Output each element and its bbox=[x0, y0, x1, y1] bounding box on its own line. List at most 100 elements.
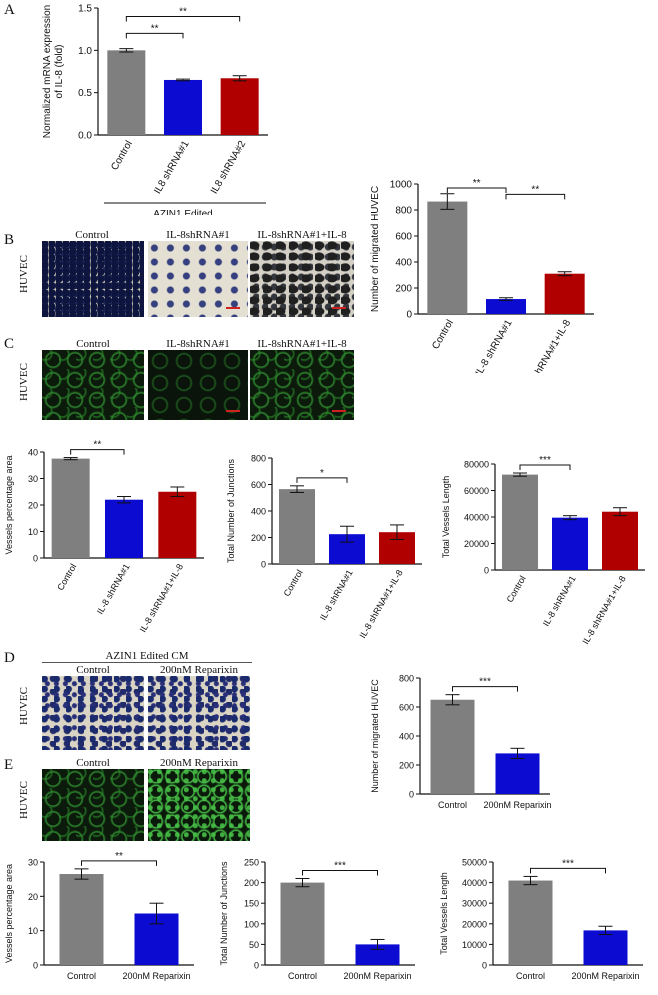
y-tick-label: 40000 bbox=[462, 878, 487, 888]
micrograph-c-il8-shrna1 bbox=[148, 350, 248, 420]
y-tick-label: 30000 bbox=[462, 899, 487, 909]
y-tick-label: 400 bbox=[251, 507, 266, 517]
panel-letter-a: A bbox=[4, 2, 15, 18]
micro-d-label-control: Control bbox=[76, 664, 110, 676]
bar bbox=[495, 753, 540, 794]
y-tick-label: 800 bbox=[251, 454, 266, 464]
y-tick-label: 250 bbox=[244, 858, 259, 868]
y-tick-label: 40000 bbox=[464, 513, 489, 523]
y-axis-label: Total Number of Junctions bbox=[219, 861, 229, 966]
micro-b-label-shrna: IL-8shRNA#1 bbox=[166, 229, 230, 241]
x-tick-label: Control bbox=[109, 139, 135, 172]
significance-label: ** bbox=[473, 178, 481, 189]
bar bbox=[107, 50, 146, 136]
bar bbox=[544, 273, 585, 314]
micrograph-b-control bbox=[42, 241, 144, 317]
x-tick-label: Control bbox=[430, 318, 456, 351]
y-axis-label: Vessels percentage area bbox=[4, 864, 14, 963]
x-tick-label: IL-8 shRNA#1 bbox=[474, 318, 515, 373]
y-tick-label: 10000 bbox=[462, 940, 487, 950]
significance-label: ** bbox=[93, 440, 101, 451]
x-tick-label: IL-8 shRNA#1 bbox=[95, 562, 132, 616]
y-tick-label: 400 bbox=[395, 258, 412, 269]
y-tick-label: 0 bbox=[33, 961, 38, 971]
bar bbox=[164, 79, 202, 135]
significance-label: * bbox=[320, 468, 324, 479]
y-tick-label: 1.5 bbox=[78, 4, 92, 15]
x-tick-label: IL-8 shRNA#1 bbox=[541, 574, 578, 628]
micrograph-d-reparixin bbox=[148, 676, 250, 750]
y-tick-label: 200 bbox=[251, 533, 266, 543]
bar bbox=[59, 874, 104, 965]
y-tick-label: 10 bbox=[28, 527, 38, 537]
y-tick-label: 800 bbox=[399, 674, 414, 684]
y-tick-label: 600 bbox=[399, 703, 414, 713]
significance-bracket bbox=[505, 193, 566, 200]
micro-d-row-label: HUVEC bbox=[18, 687, 30, 725]
bar bbox=[51, 458, 90, 558]
y-tick-label: 80000 bbox=[464, 460, 489, 470]
chart-c3-vessels-length: 0 20000 40000 60000 80000 Total Vessels Lengt… bbox=[441, 455, 645, 646]
micro-d-header-rule bbox=[42, 662, 252, 663]
bar bbox=[427, 201, 468, 314]
bar bbox=[280, 882, 325, 965]
x-tick-label: Control bbox=[282, 568, 305, 598]
y-axis-label: Normalized mRNA expression bbox=[42, 5, 53, 138]
micrograph-d-control bbox=[42, 676, 144, 750]
y-tick-label: 60000 bbox=[464, 486, 489, 496]
significance-bracket bbox=[452, 686, 518, 692]
x-tick-label: IL-8 shRNA#1 bbox=[318, 568, 355, 622]
bar bbox=[502, 474, 538, 570]
y-tick-label: 20 bbox=[28, 501, 38, 511]
y-tick-label: 600 bbox=[251, 480, 266, 490]
micro-e-row-label: HUVEC bbox=[18, 781, 30, 819]
x-tick-label: IL8 shRNA#2 bbox=[209, 139, 248, 196]
y-tick-label: 20 bbox=[28, 892, 38, 902]
y-tick-label: 200 bbox=[395, 284, 412, 295]
significance-bracket bbox=[446, 187, 507, 193]
significance-bracket bbox=[70, 449, 125, 455]
y-axis-label: Total Vessels Length bbox=[441, 476, 451, 559]
x-tick-label: Control bbox=[67, 971, 96, 981]
bar bbox=[552, 517, 588, 570]
micro-c-label-control: Control bbox=[76, 338, 110, 350]
significance-bracket bbox=[125, 32, 184, 39]
micrograph-c-il8-shrna1-plus-il8 bbox=[250, 350, 354, 420]
x-tick-label: 200nM Reparixin bbox=[483, 800, 551, 810]
significance-label: *** bbox=[562, 858, 574, 869]
chart-a-il8-mrna: 0.0 0.5 1.0 1.5 Normalized mRNA expression of… bbox=[42, 4, 268, 215]
significance-bracket bbox=[530, 867, 606, 874]
x-tick-label: 200nM Reparixin bbox=[571, 971, 639, 981]
y-tick-label: 0 bbox=[406, 310, 412, 321]
significance-label: *** bbox=[479, 677, 491, 688]
chart-d-migrated-huvec: 0 200 400 600 800 Number of migrated HUVEC Con… bbox=[370, 674, 552, 811]
y-axis-label: Number of migrated HUVEC bbox=[370, 186, 381, 312]
y-tick-label: 400 bbox=[399, 732, 414, 742]
micro-c-row-label: HUVEC bbox=[18, 363, 30, 401]
panel-letter-e: E bbox=[4, 757, 14, 773]
significance-label: ** bbox=[531, 184, 539, 195]
y-tick-label: 0.5 bbox=[78, 88, 92, 99]
y-tick-label: 0.0 bbox=[78, 131, 92, 142]
bar bbox=[583, 930, 628, 965]
y-axis-label: Total Number of Junctions bbox=[226, 458, 236, 563]
y-tick-label: 800 bbox=[395, 206, 412, 217]
bar bbox=[158, 491, 197, 558]
y-tick-label: 0 bbox=[261, 560, 266, 570]
y-axis-label: of IL-8 (fold) bbox=[54, 45, 65, 99]
bar bbox=[430, 699, 475, 794]
micrograph-e-control bbox=[42, 769, 144, 841]
micro-b-label-shrna-il8: IL-8shRNA#1+IL-8 bbox=[257, 229, 347, 241]
significance-label: *** bbox=[539, 455, 551, 466]
chart-e3-vessels-length: 0 10000 20000 30000 40000 50000 Total Vessels … bbox=[439, 858, 643, 981]
bar bbox=[105, 499, 143, 558]
x-tick-label: Control bbox=[55, 562, 78, 592]
panel-letter-c: C bbox=[4, 336, 15, 352]
y-tick-label: 30 bbox=[28, 474, 38, 484]
y-tick-label: 150 bbox=[244, 899, 259, 909]
y-tick-label: 20000 bbox=[462, 919, 487, 929]
x-tick-label: IL-8 shRNA#1+IL-8 bbox=[357, 568, 404, 640]
y-tick-label: 200 bbox=[244, 878, 259, 888]
y-tick-label: 10 bbox=[28, 926, 38, 936]
y-tick-label: 50000 bbox=[462, 858, 487, 868]
